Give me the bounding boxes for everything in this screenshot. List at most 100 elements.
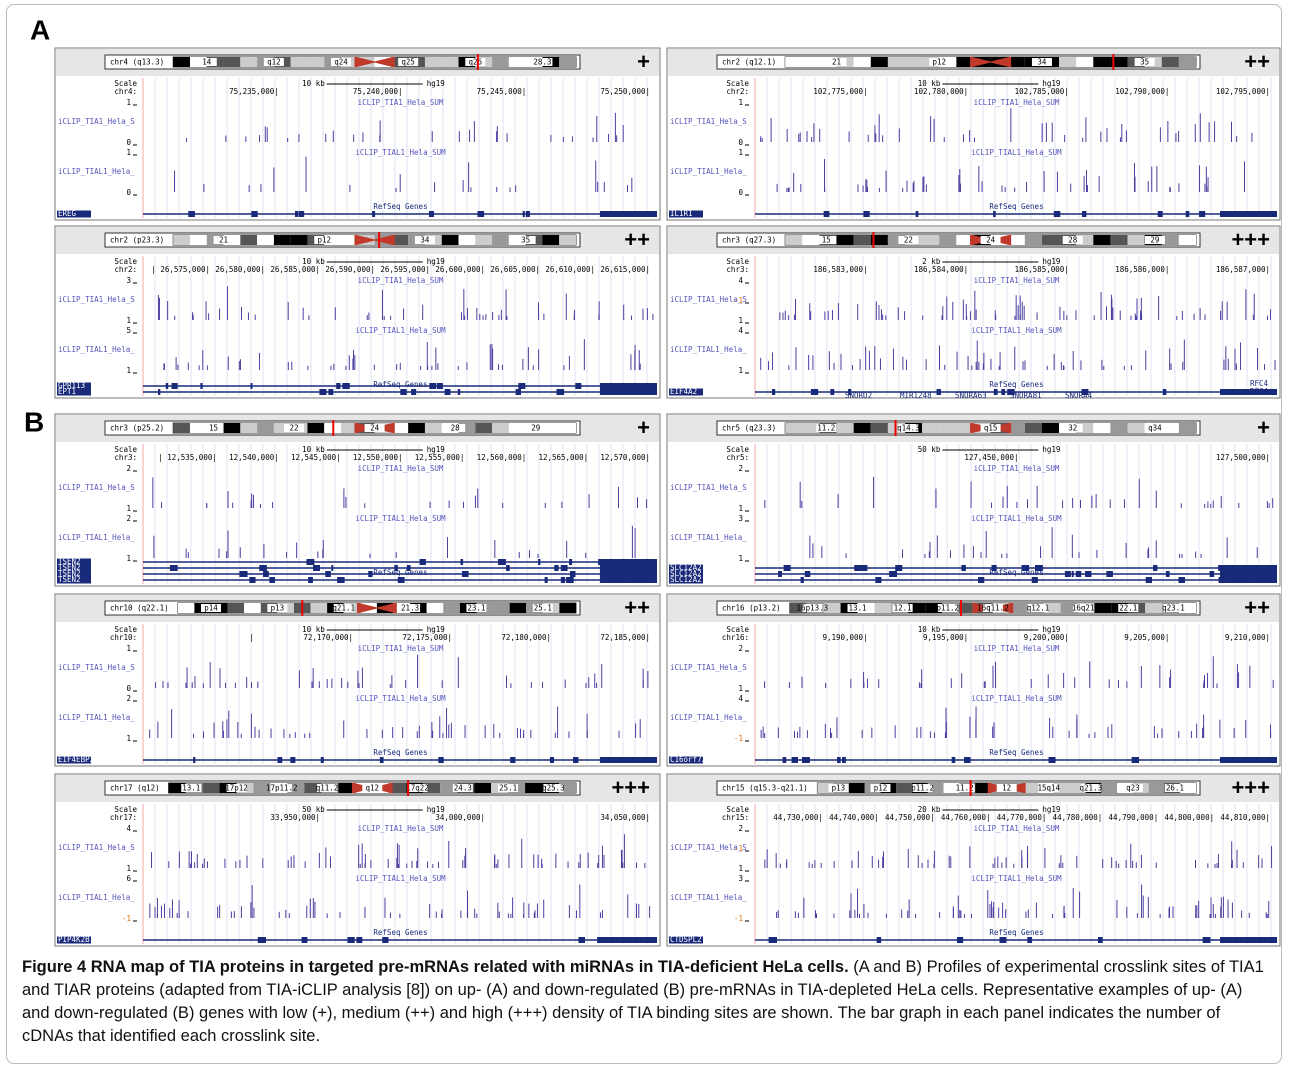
exon — [320, 757, 324, 763]
gene-label-bg — [669, 756, 703, 764]
exon — [569, 571, 576, 577]
chrom-label: chr2 (q12.1) — [722, 58, 776, 67]
ideogram-band — [1178, 235, 1196, 245]
position-label: 72,180,000| — [501, 633, 551, 642]
track-name: iCLIP_TIA1_Hela_SUM — [974, 276, 1060, 285]
band-label-bg — [912, 784, 933, 792]
band-label-bg — [1118, 604, 1139, 612]
exon — [567, 577, 574, 583]
track-side-label: iCLIP_TIAL1_Hela_ — [670, 167, 747, 176]
exon — [518, 383, 526, 389]
exon — [298, 211, 305, 217]
gene-label: EIF4EBP2 — [58, 755, 94, 764]
ideogram-band — [1179, 603, 1196, 613]
position-label: 9,195,000| — [923, 633, 968, 642]
ideogram-band — [874, 603, 892, 613]
band-label-bg — [898, 424, 919, 432]
band-label: 22 — [904, 236, 913, 245]
exon — [319, 389, 327, 395]
scale-size: 10 kb — [918, 625, 941, 634]
ideogram-band — [341, 235, 358, 245]
band-label-bg — [314, 236, 335, 244]
position-label: 26,600,000| — [435, 265, 485, 274]
position-marker — [960, 600, 963, 616]
assembly: hg19 — [1042, 805, 1060, 814]
position-label: 9,210,000| — [1225, 633, 1270, 642]
track-axis-label: 1 — [126, 504, 131, 513]
band-label: p14 — [204, 604, 218, 613]
ideogram-band — [273, 423, 291, 433]
ideogram-band — [853, 57, 871, 67]
track-axis-label: 1 — [738, 148, 743, 157]
track-name: iCLIP_TIAL1_Hela_SUM — [355, 694, 446, 703]
scale-size: 10 kb — [302, 79, 325, 88]
gene-label: IL1R1 — [670, 209, 693, 218]
exon — [200, 383, 203, 389]
scale-label: Scale — [726, 79, 749, 88]
band-label: 29 — [1150, 236, 1159, 245]
assembly: hg19 — [1042, 625, 1060, 634]
density-label: ++ — [624, 595, 650, 620]
position-label: 72,170,000| — [303, 633, 353, 642]
track-side-label: iCLIP_TIA1_Hela_S — [58, 843, 135, 852]
position-label: 102,780,000| — [914, 87, 968, 96]
exon — [804, 757, 810, 763]
band-label-bg — [937, 604, 958, 612]
exon — [397, 577, 405, 583]
band-label: 15 — [822, 236, 831, 245]
exon — [895, 565, 903, 571]
ideogram-band — [785, 57, 803, 67]
position-label: 44,760,000| — [941, 813, 991, 822]
exon — [368, 571, 373, 577]
track-axis-label: -1 — [734, 734, 743, 743]
density-label: + — [637, 49, 650, 74]
gene-label: RFC4 — [1250, 387, 1269, 396]
band-label-bg — [1164, 784, 1185, 792]
ideogram-band — [939, 423, 957, 433]
exon — [830, 389, 835, 395]
gene-label-bg — [57, 756, 91, 764]
gene-label-bg — [57, 388, 91, 396]
ideogram-band — [1059, 57, 1077, 67]
ideogram-band — [836, 423, 854, 433]
ideogram-band — [1076, 423, 1094, 433]
track-axis-label: 1 — [738, 316, 743, 325]
gene-label: TSEN2 — [58, 563, 81, 572]
position-label: 44,750,000| — [885, 813, 935, 822]
refseq-label: RefSeq Genes — [989, 202, 1043, 211]
track-axis-label: 4 — [738, 326, 743, 335]
track-side-label: iCLIP_TIA1_Hela_S — [58, 295, 135, 304]
band-label-bg — [398, 58, 419, 66]
band-label-bg — [213, 236, 234, 244]
position-label: 12,545,000| — [291, 453, 341, 462]
band-label: 24.3 — [454, 784, 472, 793]
track-axis-label: 1 — [126, 98, 131, 107]
band-label: 13.1 — [182, 784, 200, 793]
exon — [429, 383, 437, 389]
exon — [193, 757, 196, 763]
ideogram-band — [922, 423, 940, 433]
band-label: p12 — [874, 784, 888, 793]
exon — [569, 559, 573, 565]
ideogram-band — [1076, 57, 1094, 67]
centromere — [969, 56, 1012, 68]
band-label-bg — [828, 784, 849, 792]
scale-label: Scale — [114, 625, 137, 634]
ideogram-band — [202, 783, 220, 793]
exon — [860, 565, 868, 571]
track-axis-label: -1 — [734, 914, 743, 923]
panel-border — [666, 47, 1281, 221]
band-label: p13 — [271, 604, 285, 613]
band-label: 35 — [521, 236, 530, 245]
ideogram-band — [168, 783, 186, 793]
track-axis-label: 1 — [126, 734, 131, 743]
band-label-bg — [400, 604, 421, 612]
band-label-bg — [826, 58, 847, 66]
position-marker — [894, 420, 897, 436]
exon — [515, 389, 521, 395]
exon — [554, 565, 559, 571]
exon — [854, 565, 862, 571]
ideogram-band — [1127, 235, 1145, 245]
track-axis-label: 1 — [126, 366, 131, 375]
density-label: +++ — [1231, 227, 1270, 252]
